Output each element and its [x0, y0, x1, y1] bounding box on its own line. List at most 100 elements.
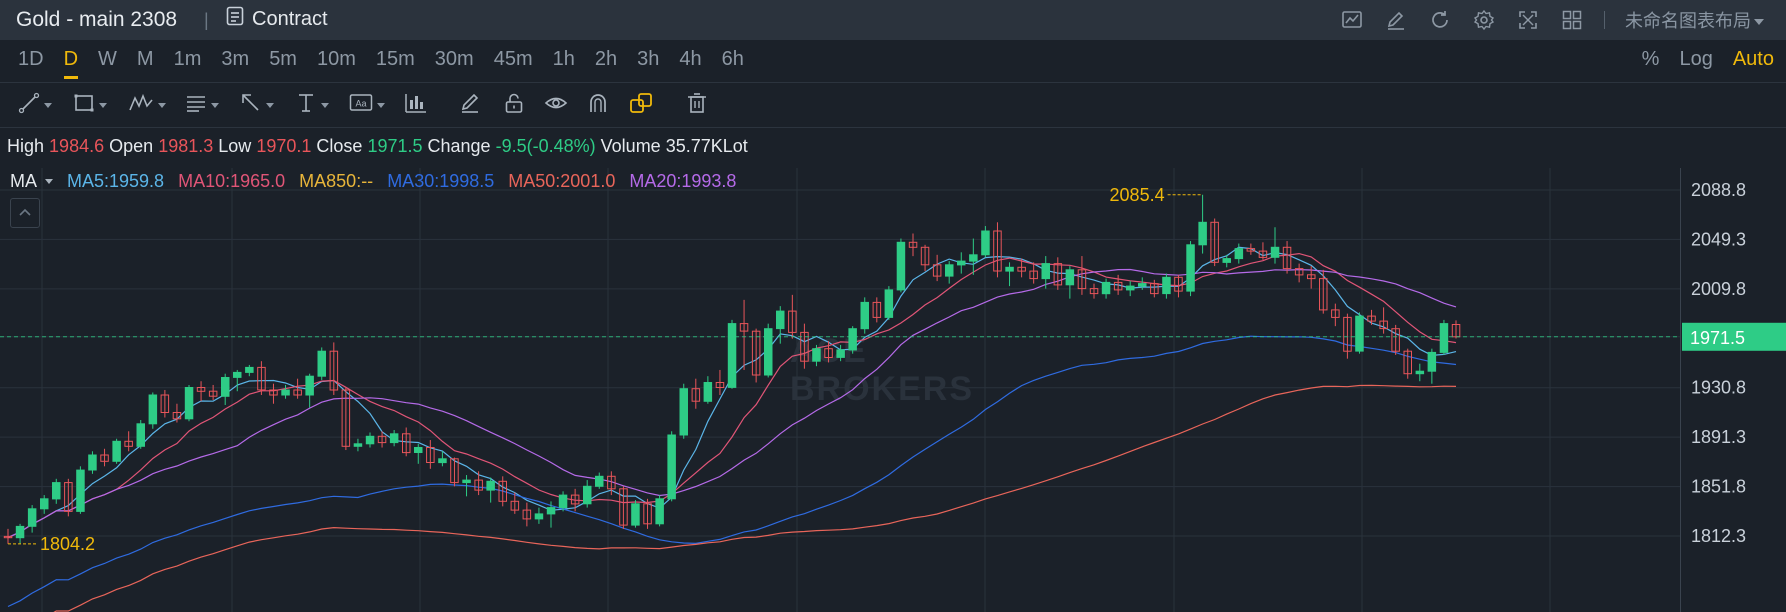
candle[interactable]: [1415, 363, 1425, 382]
candle[interactable]: [269, 383, 278, 404]
candle[interactable]: [486, 477, 495, 503]
candle[interactable]: [655, 495, 664, 527]
candle[interactable]: [40, 495, 49, 514]
candle[interactable]: [1101, 278, 1111, 299]
interval-3m[interactable]: 3m: [221, 48, 250, 70]
ma-legend-item[interactable]: MA850:--: [299, 171, 374, 191]
candle[interactable]: [1150, 279, 1159, 298]
price-chart[interactable]: 2088.8 2049.3 2009.8 1971.5 1930.8 1891.3 1851…: [0, 168, 1786, 612]
candle[interactable]: [172, 403, 182, 423]
candle[interactable]: [15, 523, 25, 544]
interval-4h[interactable]: 4h: [679, 48, 702, 70]
candle[interactable]: [932, 254, 942, 282]
candle[interactable]: [100, 448, 109, 467]
interval-10m[interactable]: 10m: [316, 48, 356, 70]
candle[interactable]: [860, 297, 869, 334]
candle[interactable]: [148, 392, 158, 429]
candle[interactable]: [667, 431, 676, 502]
candle[interactable]: [920, 244, 930, 272]
candle[interactable]: [715, 369, 725, 395]
candle[interactable]: [570, 488, 580, 512]
candle[interactable]: [88, 451, 97, 474]
price-axis[interactable]: 2088.8 2049.3 2009.8 1971.5 1930.8 1891.3 1851…: [1691, 180, 1746, 546]
candle[interactable]: [751, 328, 761, 383]
candle[interactable]: [64, 478, 73, 517]
arrow-tool[interactable]: [240, 93, 274, 117]
collapse-legend-button[interactable]: [10, 198, 40, 228]
candle[interactable]: [703, 376, 713, 404]
layout-name[interactable]: 未命名图表布局: [1625, 7, 1764, 33]
candle[interactable]: [546, 501, 556, 528]
candle[interactable]: [522, 502, 532, 527]
fib-tool[interactable]: [185, 93, 219, 117]
candle[interactable]: [957, 252, 966, 274]
candle[interactable]: [1234, 243, 1244, 264]
symbol-title[interactable]: Gold - main 2308: [16, 8, 178, 31]
candle[interactable]: [341, 387, 351, 451]
candle[interactable]: [788, 294, 797, 339]
candle[interactable]: [619, 486, 628, 529]
candle[interactable]: [1017, 258, 1026, 278]
interval-2h[interactable]: 2h: [594, 48, 618, 70]
pencil-tool[interactable]: [459, 93, 481, 117]
candle[interactable]: [1355, 312, 1364, 354]
ma-legend-item[interactable]: MA50:2001.0: [508, 171, 616, 191]
candle[interactable]: [1343, 313, 1352, 359]
candle[interactable]: [558, 491, 568, 512]
candle[interactable]: [1077, 256, 1087, 295]
candle[interactable]: [510, 492, 520, 514]
candle[interactable]: [1113, 274, 1123, 295]
rectangle-tool[interactable]: [73, 93, 107, 117]
visibility-tool[interactable]: [544, 93, 568, 117]
candle[interactable]: [1005, 262, 1014, 287]
magnet-tool[interactable]: [587, 93, 609, 117]
candle[interactable]: [1089, 283, 1099, 299]
candle[interactable]: [1258, 242, 1268, 260]
candle[interactable]: [365, 432, 375, 448]
candle[interactable]: [329, 342, 339, 395]
ma-legend-item[interactable]: MA10:1965.0: [178, 171, 286, 191]
edit-icon[interactable]: [1384, 8, 1408, 32]
link-tool[interactable]: [629, 92, 653, 117]
interval-d[interactable]: D: [63, 48, 79, 79]
candle[interactable]: [426, 440, 435, 469]
interval-30m[interactable]: 30m: [434, 48, 474, 70]
candle[interactable]: [1294, 263, 1304, 283]
candle[interactable]: [1029, 262, 1038, 284]
candle[interactable]: [969, 238, 978, 275]
delete-tool[interactable]: [686, 92, 708, 117]
candle[interactable]: [1379, 307, 1388, 334]
candle[interactable]: [981, 226, 990, 258]
candle[interactable]: [1053, 257, 1063, 290]
candle[interactable]: [872, 297, 882, 323]
candle[interactable]: [317, 347, 326, 380]
trend-line-tool[interactable]: [18, 92, 52, 117]
lock-tool[interactable]: [503, 93, 525, 117]
candle[interactable]: [1162, 273, 1171, 299]
interval-1h[interactable]: 1h: [552, 48, 575, 70]
candle[interactable]: [848, 326, 857, 354]
measure-tool[interactable]: [295, 93, 329, 117]
candle[interactable]: [1439, 319, 1449, 355]
candle[interactable]: [1198, 194, 1207, 254]
candle[interactable]: [607, 471, 616, 496]
candle[interactable]: [643, 498, 652, 529]
candle[interactable]: [631, 500, 640, 528]
candle[interactable]: [136, 419, 145, 449]
interval-1d[interactable]: 1D: [18, 48, 44, 70]
candle[interactable]: [1041, 256, 1050, 289]
pattern-tool[interactable]: [128, 93, 166, 117]
candle[interactable]: [1138, 277, 1147, 290]
candle[interactable]: [305, 373, 314, 408]
candle[interactable]: [76, 466, 85, 514]
candle[interactable]: [1307, 266, 1316, 289]
candle[interactable]: [1319, 269, 1328, 314]
candle[interactable]: [257, 361, 266, 395]
candle[interactable]: [812, 344, 821, 367]
candle[interactable]: [836, 344, 845, 362]
candle[interactable]: [281, 384, 290, 399]
candle[interactable]: [1126, 281, 1135, 297]
candle[interactable]: [800, 323, 809, 369]
candle[interactable]: [208, 384, 218, 400]
candle[interactable]: [534, 507, 544, 524]
